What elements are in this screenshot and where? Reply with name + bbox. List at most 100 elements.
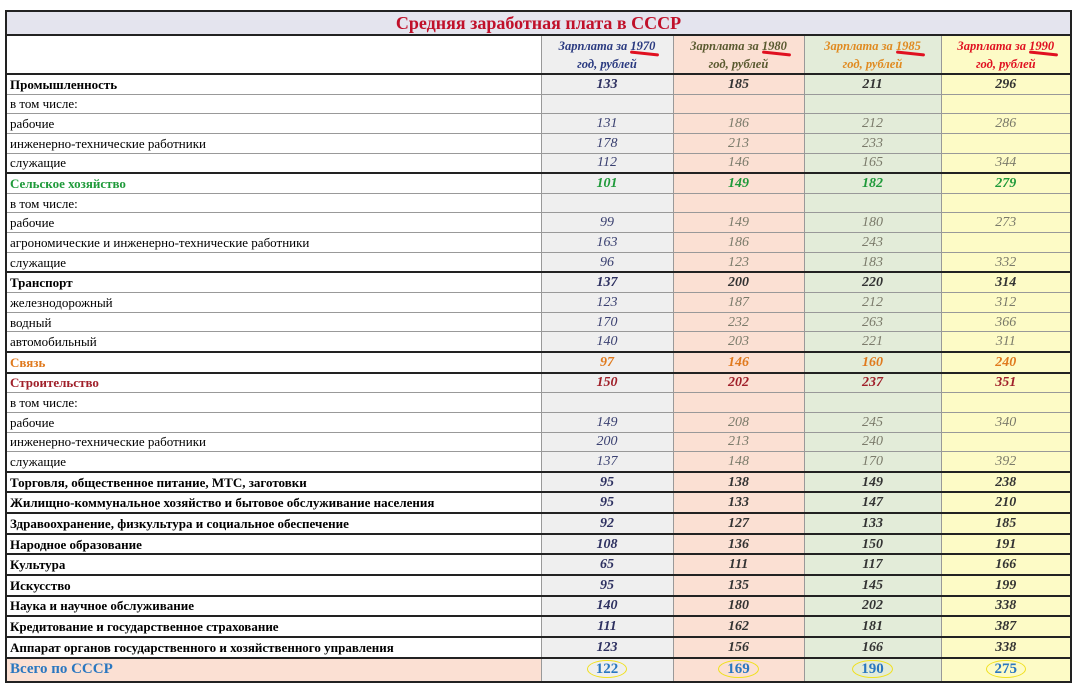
table-row: Транспорт 137 200 220 314 (5, 271, 1073, 294)
header-year: 1985 (895, 38, 921, 53)
row-label: Наука и научное обслуживание (5, 594, 542, 617)
cell-1990: 340 (940, 411, 1073, 433)
header-suffix: год, рублей (842, 56, 903, 71)
row-label: служащие (5, 451, 542, 473)
header-prefix: Зарплата за (558, 38, 631, 53)
header-suffix: год, рублей (708, 56, 769, 71)
cell-1980: 148 (672, 451, 805, 473)
header-prefix: Зарплата за (824, 38, 896, 53)
cell-1980: 180 (672, 594, 805, 617)
cell-1980 (672, 192, 805, 214)
cell-1990 (940, 93, 1073, 115)
cell-1970: 140 (540, 331, 674, 353)
cell-1990: 199 (940, 574, 1073, 597)
cell-1970: 95 (540, 470, 674, 493)
table-row: служащие 96 123 183 332 (5, 251, 1073, 273)
cell-1970: 112 (540, 152, 674, 174)
cell-1985: 165 (803, 152, 942, 174)
row-label: Аппарат органов государственного и хозяй… (5, 635, 542, 659)
row-label: Транспорт (5, 271, 542, 294)
table-row: Наука и научное обслуживание 140 180 202 338 (5, 594, 1073, 617)
cell-1980: 135 (672, 574, 805, 597)
cell-1970: 99 (540, 212, 674, 234)
cell-1970: 178 (540, 132, 674, 154)
cell-1985 (803, 392, 942, 413)
cell-1970 (540, 192, 674, 214)
cell-1990: 312 (940, 292, 1073, 313)
cell-1985: 212 (803, 113, 942, 134)
table-row: инженерно-технические работники 200 213 240 (5, 431, 1073, 453)
row-label: служащие (5, 152, 542, 174)
header-suffix: год, рублей (577, 56, 637, 71)
title-row: Средняя заработная плата в СССР (4, 10, 1073, 36)
cell-1970: 123 (540, 635, 674, 659)
table-title: Средняя заработная плата в СССР (4, 10, 1073, 36)
cell-1990: 392 (940, 451, 1073, 473)
cell-1990 (940, 132, 1073, 154)
cell-1970: 200 (540, 431, 674, 453)
row-label: Искусство (5, 574, 542, 597)
table-row: Кредитование и государственное страхован… (5, 615, 1073, 638)
header-row: Зарплата за 1970 год, рублей Зарплата за 1… (5, 34, 1073, 75)
row-label: рабочие (5, 411, 542, 433)
cell-1985: 240 (803, 431, 942, 453)
table-row: Сельское хозяйство 101 149 182 279 (5, 172, 1073, 194)
cell-1990: 296 (940, 72, 1073, 95)
cell-1980 (672, 392, 805, 413)
cell-1985: 133 (803, 512, 942, 535)
cell-1990: 351 (940, 371, 1073, 394)
cell-1985: 147 (803, 491, 942, 514)
cell-1970: 131 (540, 113, 674, 134)
salary-table: Средняя заработная плата в СССР Зарплата… (4, 10, 1073, 683)
cell-1980: 208 (672, 411, 805, 433)
cell-1985: 145 (803, 574, 942, 597)
cell-1970: 97 (540, 350, 674, 374)
column-header-1990: Зарплата за 1990 год, рублей (940, 34, 1073, 75)
cell-1985: 183 (803, 251, 942, 273)
table-row: рабочие 99 149 180 273 (5, 212, 1073, 234)
cell-1970: 170 (540, 311, 674, 333)
cell-1970: 163 (540, 232, 674, 253)
row-label: Торговля, общественное питание, МТС, заг… (5, 470, 542, 493)
cell-1985 (803, 192, 942, 214)
cell-1980: 186 (672, 113, 805, 134)
row-label: Сельское хозяйство (5, 172, 542, 194)
cell-1970: 95 (540, 491, 674, 514)
row-label: в том числе: (5, 392, 542, 413)
row-label: автомобильный (5, 331, 542, 353)
table-row: железнодорожный 123 187 212 312 (5, 292, 1073, 313)
cell-1985: 263 (803, 311, 942, 333)
table-row: рабочие 149 208 245 340 (5, 411, 1073, 433)
cell-1970: 92 (540, 512, 674, 535)
cell-1985: 149 (803, 470, 942, 493)
cell-1970: 95 (540, 574, 674, 597)
cell-1980: 138 (672, 470, 805, 493)
table-row: служащие 112 146 165 344 (5, 152, 1073, 174)
cell-1985: 237 (803, 371, 942, 394)
cell-1990 (940, 192, 1073, 214)
table-row: Промышленность 133 185 211 296 (5, 72, 1073, 95)
cell-1980: 111 (672, 553, 805, 576)
row-label: агрономические и инженерно-технические р… (5, 232, 542, 253)
table-row: водный 170 232 263 366 (5, 311, 1073, 333)
table-row: Торговля, общественное питание, МТС, заг… (5, 470, 1073, 493)
total-1980: 169 (672, 656, 805, 683)
table-row: Здравоохранение, физкультура и социально… (5, 512, 1073, 535)
cell-1970: 96 (540, 251, 674, 273)
header-prefix: Зарплата за (690, 38, 762, 53)
cell-1980: 133 (672, 491, 805, 514)
row-label: служащие (5, 251, 542, 273)
cell-1970 (540, 93, 674, 115)
cell-1990: 240 (940, 350, 1073, 374)
cell-1970: 149 (540, 411, 674, 433)
table-row: агрономические и инженерно-технические р… (5, 232, 1073, 253)
table-row: служащие 137 148 170 392 (5, 451, 1073, 473)
table-row: Аппарат органов государственного и хозяй… (5, 635, 1073, 659)
row-label: рабочие (5, 212, 542, 234)
cell-1970: 101 (540, 172, 674, 194)
table-row: Культура 65 111 117 166 (5, 553, 1073, 576)
cell-1990: 366 (940, 311, 1073, 333)
cell-1980: 187 (672, 292, 805, 313)
cell-1985: 166 (803, 635, 942, 659)
cell-1985: 233 (803, 132, 942, 154)
